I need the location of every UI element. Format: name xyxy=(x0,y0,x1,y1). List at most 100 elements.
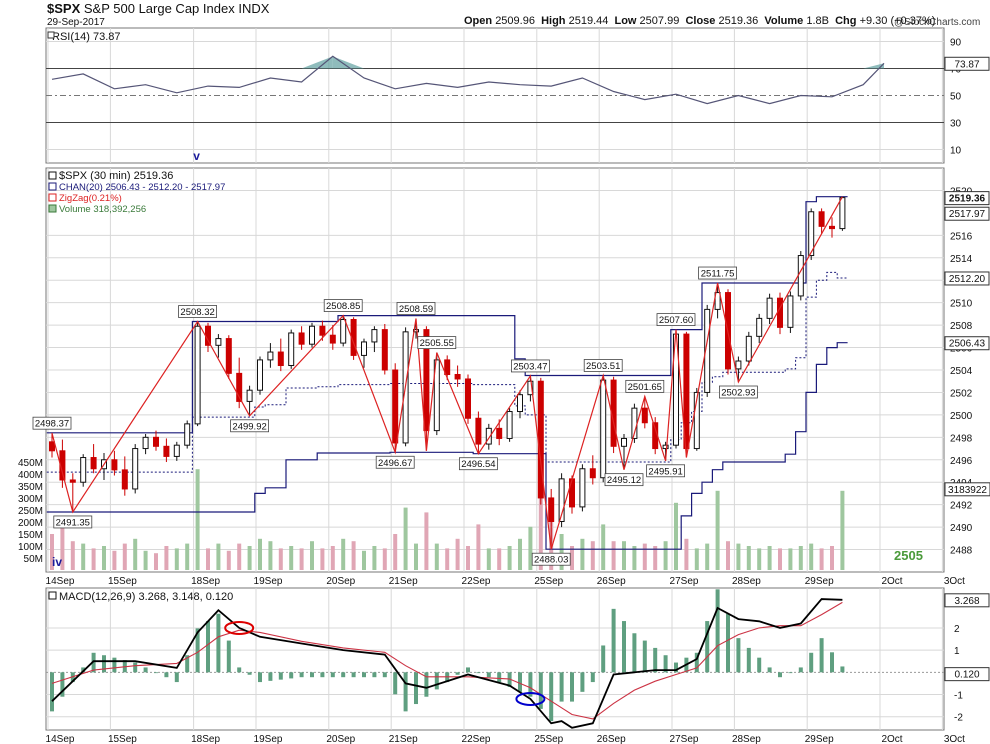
low-value: 2507.99 xyxy=(639,15,680,27)
ohlc-summary: Open 2509.96 High 2519.44 Low 2507.99 Cl… xyxy=(464,15,935,27)
volume-bar xyxy=(445,548,450,570)
volume-bar xyxy=(570,546,574,570)
candle-body xyxy=(839,197,846,230)
volume-bar xyxy=(299,548,304,570)
corner-label: 2505 xyxy=(894,548,923,563)
zigzag-label-box xyxy=(646,464,685,478)
volume-bar xyxy=(320,548,325,570)
rsi-tick-label: 90 xyxy=(950,38,962,49)
macd-histogram-bar xyxy=(268,672,273,681)
wave-label: iv xyxy=(52,555,62,569)
macd-histogram-bar xyxy=(663,655,668,673)
zigzag-label-box xyxy=(53,515,93,529)
x-tick-label: 26Sep xyxy=(597,734,626,744)
volume-bar xyxy=(705,543,710,570)
price-axis-box: 2519.36 xyxy=(949,194,986,205)
volume-bar xyxy=(455,538,460,570)
macd-tick-label: -2 xyxy=(954,713,963,724)
price-axis-box: 2506.43 xyxy=(949,339,986,350)
volume-bar xyxy=(195,469,200,570)
price-legend-item: Volume 318,392,256 xyxy=(59,204,146,215)
zigzag-label-box xyxy=(656,313,696,327)
macd-histogram-bar xyxy=(50,672,54,712)
volume-bar xyxy=(164,546,169,570)
volume-bar xyxy=(715,490,720,570)
macd-histogram-bar xyxy=(778,672,782,678)
close-value: 2519.36 xyxy=(718,15,759,27)
x-tick-label: 2Oct xyxy=(881,734,902,744)
symbol: $SPX xyxy=(47,1,81,16)
macd-histogram-bar xyxy=(726,613,730,673)
macd-tick-label: 2 xyxy=(954,624,960,635)
volume-tick-label: 100M xyxy=(18,542,43,553)
candle-body xyxy=(569,478,575,508)
rsi-legend: RSI(14) 73.87 xyxy=(52,31,120,43)
chg-value: +9.30 (+0.37%) xyxy=(859,15,936,27)
macd-cross-marker xyxy=(515,691,546,706)
zigzag-label-box xyxy=(698,266,737,280)
macd-tick-label: 1 xyxy=(954,646,960,657)
volume-tick-label: 150M xyxy=(18,530,43,541)
price-legend-item: $SPX (30 min) 2519.36 xyxy=(59,170,173,182)
x-tick-label: 19Sep xyxy=(254,576,283,587)
zigzag-label: 2502.93 xyxy=(721,388,755,399)
zigzag-label-box xyxy=(719,385,758,399)
volume-tick-label: 50M xyxy=(24,554,43,565)
volume-bar xyxy=(580,538,585,570)
zigzag-label-box xyxy=(625,379,665,393)
candle-body xyxy=(49,441,55,452)
macd-histogram-bar xyxy=(330,672,335,678)
x-tick-label: 18Sep xyxy=(191,576,220,587)
x-tick-label: 15Sep xyxy=(108,576,137,587)
zigzag-label: 2496.54 xyxy=(461,459,495,470)
volume-bar xyxy=(362,550,366,570)
zigzag-label-box xyxy=(417,336,457,350)
volume-last-value-box xyxy=(944,482,990,497)
volume-bar xyxy=(809,543,814,570)
x-tick-label: 28Sep xyxy=(732,576,761,587)
zigzag-label-box xyxy=(230,419,270,433)
macd-histogram-bar xyxy=(601,645,606,673)
macd-histogram-bar xyxy=(809,652,814,673)
volume-label: Volume xyxy=(764,15,804,27)
macd-hist-value: 0.120 xyxy=(954,670,979,681)
volume-bar xyxy=(694,548,699,570)
macd-histogram-bar xyxy=(705,621,710,673)
macd-histogram-bar xyxy=(226,640,231,673)
price-axis-box-box xyxy=(944,206,990,221)
macd-histogram-bar xyxy=(112,657,117,673)
candle-body xyxy=(475,417,482,445)
zigzag-label: 2508.32 xyxy=(180,307,214,318)
macd-histogram-bar xyxy=(570,672,574,702)
candle-body xyxy=(704,308,711,393)
candle-body xyxy=(361,341,367,356)
candle-body xyxy=(766,297,773,319)
candle-body xyxy=(454,373,461,380)
candle-body xyxy=(423,329,430,432)
x-tick-label: 20Sep xyxy=(326,734,355,744)
price-legend-swatch xyxy=(48,204,57,213)
candle-body xyxy=(319,325,326,336)
volume-bar xyxy=(216,543,221,570)
candle-body xyxy=(90,457,97,470)
candle-body xyxy=(662,444,669,450)
candle-body xyxy=(392,369,399,444)
price-tick-label: 2502 xyxy=(950,388,973,399)
macd-histogram-bar xyxy=(798,667,803,673)
macd-tick-label: -1 xyxy=(954,691,963,702)
candle-body xyxy=(236,372,243,402)
volume-bar xyxy=(372,546,377,570)
zigzag-label-box xyxy=(458,457,498,471)
macd-histogram-bar xyxy=(237,667,242,673)
volume-bar xyxy=(122,543,127,570)
volume-bar xyxy=(133,538,138,570)
macd-histogram-bar xyxy=(382,672,387,678)
candle-body xyxy=(433,359,440,432)
macd-histogram-bar xyxy=(216,613,221,673)
zigzag-label: 2496.67 xyxy=(378,458,412,469)
macd-histogram-bar xyxy=(486,672,491,678)
macd-histogram-bar xyxy=(767,667,772,673)
price-axis-box: 2517.97 xyxy=(949,209,986,220)
volume-bar xyxy=(653,546,658,570)
index-name: S&P 500 Large Cap Index xyxy=(83,1,235,16)
